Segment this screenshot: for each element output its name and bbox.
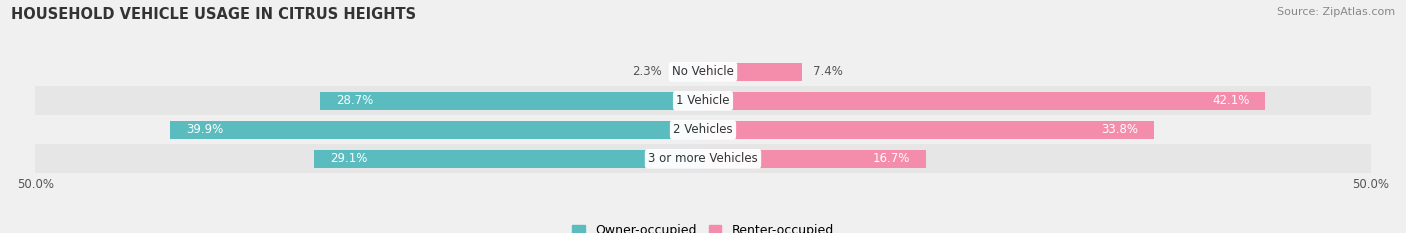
Text: 29.1%: 29.1% [330,152,368,165]
Text: 7.4%: 7.4% [813,65,842,78]
Text: 28.7%: 28.7% [336,94,373,107]
Bar [319,92,703,110]
Bar [703,63,801,81]
Text: 3 or more Vehicles: 3 or more Vehicles [648,152,758,165]
Bar [703,92,1265,110]
Bar [672,63,703,81]
Bar [35,57,1371,86]
Legend: Owner-occupied, Renter-occupied: Owner-occupied, Renter-occupied [568,219,838,233]
Text: No Vehicle: No Vehicle [672,65,734,78]
Bar [315,150,703,168]
Bar [170,121,703,139]
Text: 1 Vehicle: 1 Vehicle [676,94,730,107]
Text: Source: ZipAtlas.com: Source: ZipAtlas.com [1277,7,1395,17]
Bar [35,115,1371,144]
Text: 2 Vehicles: 2 Vehicles [673,123,733,136]
Text: HOUSEHOLD VEHICLE USAGE IN CITRUS HEIGHTS: HOUSEHOLD VEHICLE USAGE IN CITRUS HEIGHT… [11,7,416,22]
Text: 42.1%: 42.1% [1212,94,1250,107]
Text: 39.9%: 39.9% [186,123,224,136]
Bar [35,86,1371,115]
Text: 2.3%: 2.3% [631,65,662,78]
Bar [35,144,1371,173]
Text: 33.8%: 33.8% [1101,123,1139,136]
Text: 16.7%: 16.7% [873,152,910,165]
Bar [703,121,1154,139]
Bar [703,150,927,168]
